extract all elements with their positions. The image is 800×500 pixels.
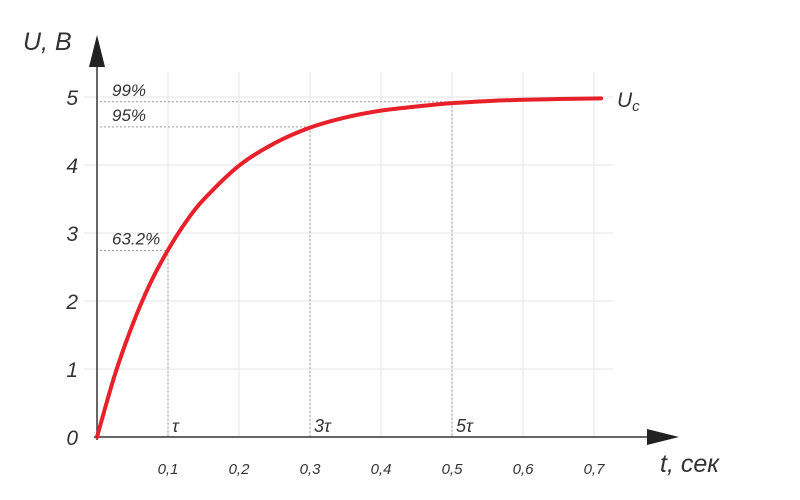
- x-tick-label: 0,1: [158, 461, 179, 478]
- y-tick-label: 2: [65, 291, 78, 314]
- x-tick-label: 0,3: [300, 461, 322, 478]
- x-tick-label: 0,6: [513, 461, 535, 478]
- tick-labels: 0,1 0,2 0,3 0,4 0,5 0,6 0,7 0 1 2 3 4 5: [65, 87, 605, 478]
- y-axis-arrow-icon: [89, 35, 105, 67]
- series-label: Uc: [617, 89, 640, 115]
- y-tick-label: 5: [66, 87, 78, 110]
- x-axis-arrow-icon: [647, 429, 679, 445]
- series-label-main: U: [617, 89, 633, 112]
- guide-lines: 63.2% τ 95% 3τ 99% 5τ: [100, 81, 474, 437]
- y-tick-label: 0: [66, 427, 78, 450]
- series-label-sub: c: [632, 98, 640, 115]
- y-tick-label: 4: [66, 155, 78, 178]
- series-uc-line: [95, 96, 604, 439]
- tau-label: τ: [172, 416, 180, 436]
- x-tick-label: 0,7: [584, 461, 606, 478]
- axes: [89, 35, 679, 445]
- x-axis-label: t, сек: [660, 450, 720, 478]
- x-tick-label: 0,2: [229, 461, 251, 478]
- percent-label: 63.2%: [112, 230, 160, 249]
- y-tick-label: 1: [66, 359, 78, 382]
- percent-label: 99%: [112, 81, 146, 100]
- y-axis-label: U, В: [23, 28, 72, 56]
- tau-label: 3τ: [314, 416, 332, 436]
- y-tick-label: 3: [66, 223, 78, 246]
- x-tick-label: 0,5: [442, 461, 464, 478]
- tau-label: 5τ: [456, 416, 474, 436]
- percent-label: 95%: [112, 106, 146, 125]
- x-tick-label: 0,4: [371, 461, 392, 478]
